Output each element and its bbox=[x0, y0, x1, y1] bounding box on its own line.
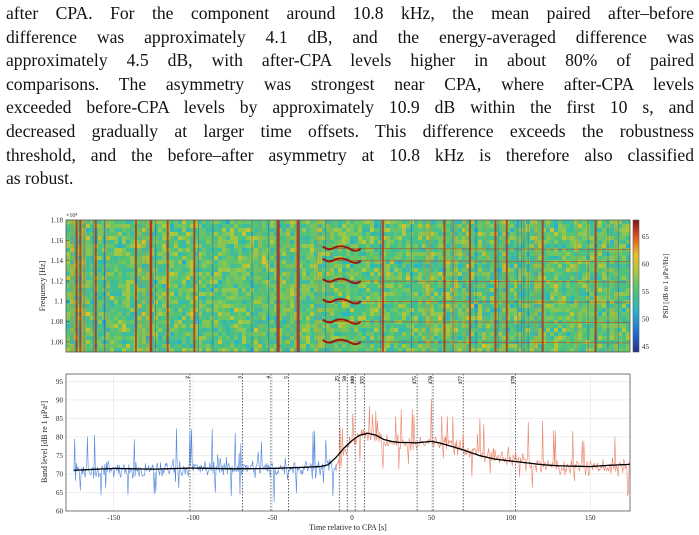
paragraph-line: as robust. bbox=[6, 168, 74, 189]
paragraph-line: difference was approximately 4.1 dB, and… bbox=[6, 26, 694, 47]
spectrogram-y-ticks: 1.18 1.16 1.14 1.12 1.1 1.08 1.06 bbox=[51, 217, 69, 346]
figure: 1.18 1.16 1.14 1.12 1.1 1.08 1.06 ×10⁴ Frequen… bbox=[38, 213, 670, 532]
colorbar-tick-label: 55 bbox=[642, 288, 650, 296]
event-marker-label: 100 bbox=[350, 376, 356, 385]
spectrogram-y-tick-label: 1.18 bbox=[51, 217, 64, 225]
paragraph-line: decreased gradually at larger time offse… bbox=[6, 120, 694, 141]
spectrogram-y-tick-label: 1.06 bbox=[51, 338, 64, 346]
event-marker-label: 25 bbox=[334, 376, 340, 382]
event-marker-label: 177 bbox=[458, 376, 464, 385]
line-y-axis-label: Band level [dB re 1 μPa²] bbox=[40, 401, 49, 483]
paragraph-line: threshold, and the before–after asymmetr… bbox=[6, 144, 694, 165]
paragraph-line: approximately 4.5 dB, with after-CPA lev… bbox=[6, 50, 694, 71]
spectrogram-y-tick-label: 1.12 bbox=[51, 277, 64, 285]
event-marker-label: 178 bbox=[511, 376, 517, 385]
line-plot-background bbox=[66, 374, 630, 511]
line-y-tick-label: 70 bbox=[56, 470, 64, 478]
event-marker-label: 3 bbox=[237, 376, 243, 379]
colorbar-tick-label: 65 bbox=[642, 233, 650, 241]
event-marker-label: 4 bbox=[266, 376, 272, 379]
x-tick-label: 100 bbox=[506, 514, 517, 522]
line-plot-frame bbox=[65, 373, 631, 512]
x-tick-label: 150 bbox=[585, 514, 596, 522]
paragraph-line: after CPA. For the component around 10.8… bbox=[6, 3, 694, 23]
spectrogram-y-tick-label: 1.08 bbox=[51, 318, 64, 326]
paragraph-line: exceeded before-CPA levels by approximat… bbox=[6, 97, 694, 118]
event-marker-label: 2 bbox=[185, 376, 191, 379]
body-paragraph: after CPA. For the component around 10.8… bbox=[6, 2, 694, 191]
paragraph-line: comparisons. The asymmetry was strongest… bbox=[6, 73, 694, 94]
before-cpa-series bbox=[73, 428, 337, 503]
band-level-panel: 2 3 4 5 25 50 100 155 175 176 177 178 9590858075706… bbox=[40, 373, 631, 532]
event-marker-label: 155 bbox=[360, 376, 366, 385]
line-y-tick-label: 95 bbox=[56, 378, 64, 386]
event-marker-label: 5 bbox=[283, 376, 289, 379]
event-marker-label: 50 bbox=[342, 376, 348, 382]
spectrogram-features bbox=[71, 220, 631, 352]
line-y-tick-label: 65 bbox=[56, 489, 64, 497]
line-y-tick-label: 75 bbox=[56, 452, 64, 460]
event-marker-label: 175 bbox=[412, 376, 418, 385]
colorbar: 65 60 55 50 45 bbox=[632, 219, 650, 353]
after-cpa-series bbox=[335, 398, 631, 497]
line-y-tick-label: 60 bbox=[56, 508, 64, 516]
smoothed-trend-line bbox=[73, 432, 631, 471]
spectrogram-y-tick-label: 1.16 bbox=[51, 237, 64, 245]
colorbar-tick-label: 50 bbox=[642, 316, 650, 324]
spectrogram-y-tick-label: 1.1 bbox=[54, 298, 63, 306]
colorbar-label: PSD [dB re 1 μPa²/Hz] bbox=[662, 254, 670, 319]
line-y-tick-label: 90 bbox=[56, 396, 64, 404]
x-tick-label: -150 bbox=[107, 514, 120, 522]
spectrogram-panel: 1.18 1.16 1.14 1.12 1.1 1.08 1.06 ×10⁴ Frequen… bbox=[38, 213, 670, 353]
x-tick-label: -50 bbox=[268, 514, 278, 522]
spectrogram-y-axis-label: Frequency [Hz] bbox=[38, 260, 47, 311]
x-tick-label: -100 bbox=[187, 514, 200, 522]
spectrogram-y-tick-label: 1.14 bbox=[51, 257, 64, 265]
colorbar-tick-label: 45 bbox=[642, 343, 650, 351]
spectrogram-frame bbox=[65, 219, 631, 353]
event-markers: 2 3 4 5 25 50 100 155 175 176 177 178 bbox=[185, 374, 517, 511]
x-tick-label: 50 bbox=[428, 514, 436, 522]
x-axis-label: Time relative to CPA [s] bbox=[309, 523, 387, 532]
y-multiplier-label: ×10⁴ bbox=[66, 213, 77, 219]
colorbar-tick-label: 60 bbox=[642, 261, 650, 269]
x-tick-label: 0 bbox=[350, 514, 354, 522]
line-y-tick-label: 80 bbox=[56, 433, 64, 441]
event-marker-label: 176 bbox=[428, 376, 434, 385]
line-y-tick-label: 85 bbox=[56, 415, 64, 423]
